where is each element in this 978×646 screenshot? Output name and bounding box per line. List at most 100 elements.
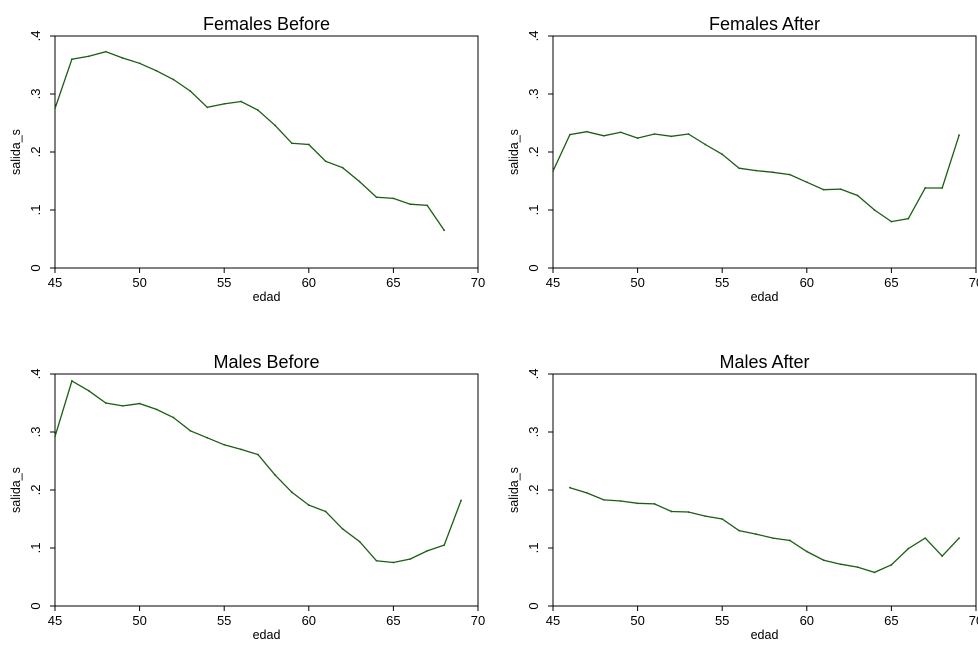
data-point [443,544,446,546]
y-axis-label: salida_s [9,129,23,175]
x-tick-label: 70 [471,275,485,290]
data-point [155,408,158,411]
y-tick-label: 0 [28,602,43,609]
data-point [206,106,209,109]
plot-frame [552,373,977,607]
y-tick-label: 0 [526,264,541,271]
y-tick-label: 0 [526,602,541,609]
y-tick-label: .4 [526,369,541,380]
x-tick-label: 45 [48,275,62,290]
data-point [54,107,56,110]
data-point [409,203,412,206]
data-point [721,153,724,156]
data-point [71,380,73,382]
data-point [104,50,107,53]
data-point [822,188,825,191]
data-point [223,102,226,105]
data-point [375,559,378,562]
data-point [704,515,707,517]
data-point [54,435,56,438]
y-tick-label: .2 [28,147,43,158]
y-tick-label: .4 [28,369,43,380]
x-axis-label: edad [253,628,281,642]
data-point [788,539,791,542]
data-point [856,566,859,569]
data-point [71,58,73,61]
data-point [223,443,226,446]
x-tick-label: 55 [217,275,231,290]
data-point [602,498,605,501]
x-tick-label: 65 [386,275,400,290]
data-point [653,503,656,505]
data-point [274,124,276,127]
data-point [290,142,293,145]
data-point [755,169,757,172]
series-line [54,380,462,564]
data-point [155,69,158,72]
y-tick-label: .2 [526,485,541,496]
chart-panel-females-before: Females Before 45 50 55 60 65 70 0 .1 .2 .3 .4 edad s… [9,14,485,304]
data-point [121,57,124,59]
x-axis-label: edad [751,628,779,642]
x-tick-label: 65 [386,613,400,628]
data-point [941,555,944,558]
data-point [341,166,344,169]
data-point [324,160,327,163]
x-tick-label: 45 [48,613,62,628]
data-point [602,134,605,137]
data-point [341,527,344,530]
data-point [138,62,141,65]
data-point [138,402,141,405]
data-point [392,561,395,564]
data-point [392,197,395,200]
y-axis-label: salida_s [9,467,23,513]
chart-panel-females-after: Females After 45 50 55 60 65 70 0 .1 .2 .3 .4 edad sa… [507,14,978,304]
x-axis-label: edad [253,290,281,304]
data-point [772,171,774,174]
data-point [585,130,588,133]
data-point [121,405,124,407]
y-tick-label: .2 [28,485,43,496]
data-point [87,55,90,58]
y-axis-label: salida_s [507,467,521,513]
data-point [426,550,429,552]
series-line [54,51,445,231]
data-point [788,173,791,176]
data-point [460,499,462,502]
x-tick-label: 70 [969,613,978,628]
data-point [240,100,243,103]
y-tick-label: .1 [28,205,43,216]
data-point [738,529,741,532]
data-point [805,550,808,553]
data-point [822,559,825,562]
x-tick-label: 70 [471,613,485,628]
data-point [358,180,361,183]
data-point [636,137,639,139]
data-point [257,109,259,112]
x-tick-label: 60 [800,613,814,628]
x-axis-label: edad [751,290,779,304]
chart-panel-males-before: Males Before 45 50 55 60 65 70 0 .1 .2 .3 .4 edad sal… [9,352,485,642]
chart-title: Females Before [203,14,330,34]
data-point [856,194,859,197]
x-tick-label: 55 [715,613,729,628]
data-point [704,143,707,146]
data-point [890,220,893,223]
data-point [206,436,209,439]
y-tick-label: 0 [28,264,43,271]
data-point [873,571,876,574]
data-point [738,167,741,170]
plot-frame [54,35,479,269]
data-point [721,518,724,520]
data-point [687,133,690,135]
data-point [87,389,90,392]
data-point [805,181,808,184]
data-point [924,537,927,540]
x-tick-label: 45 [546,613,560,628]
x-tick-label: 65 [884,275,898,290]
data-point [619,500,622,502]
y-tick-label: .2 [526,147,541,158]
data-point [189,429,192,432]
data-point [958,537,960,540]
